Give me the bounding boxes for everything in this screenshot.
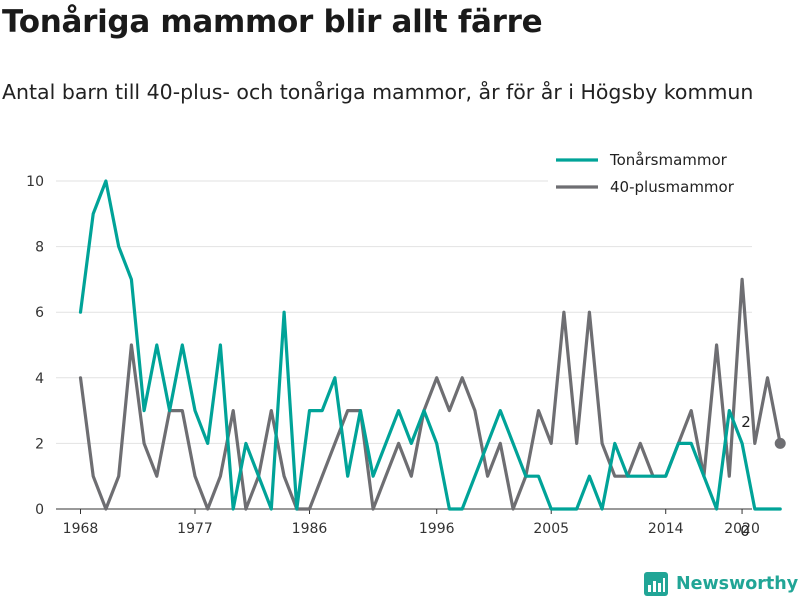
x-tick-label: 1977 — [177, 521, 213, 537]
y-tick-label: 4 — [35, 371, 44, 387]
legend-background — [548, 146, 766, 204]
x-tick-label: 2014 — [648, 521, 684, 537]
gridlines — [56, 180, 752, 444]
series-line-40-plusmammor — [78, 277, 782, 511]
y-tick-label: 8 — [35, 240, 44, 256]
x-tick-label: 1968 — [63, 521, 99, 537]
y-tick-label: 0 — [35, 502, 44, 518]
x-axis: 1968 1977 1986 1996 2005 2014 2020 — [56, 508, 760, 537]
y-tick-label: 10 — [26, 174, 44, 190]
newsworthy-logo: Newsworthy — [644, 570, 798, 598]
end-point-marker — [774, 437, 786, 449]
series-line-tonarsmammor — [78, 179, 782, 511]
bar-chart-logo-icon — [644, 572, 668, 596]
end-labels: 20 — [740, 413, 751, 540]
x-tick-label: 2005 — [533, 521, 569, 537]
legend: Tonårsmammor 40-plusmammor — [548, 146, 766, 204]
chart-subtitle: Antal barn till 40-plus- och tonåriga ma… — [2, 80, 754, 104]
legend-label: Tonårsmammor — [609, 151, 728, 169]
series-lines — [78, 179, 786, 511]
end-label-40plus: 2 — [741, 413, 751, 431]
x-tick-label: 1986 — [292, 521, 328, 537]
chart-title: Tonåriga mammor blir allt färre — [2, 4, 543, 40]
brand-name: Newsworthy — [676, 574, 799, 594]
y-axis-ticks: 0 2 4 6 8 10 — [26, 174, 44, 518]
x-tick-label: 1996 — [419, 521, 455, 537]
y-tick-label: 6 — [35, 305, 44, 321]
y-tick-label: 2 — [35, 436, 44, 452]
legend-label: 40-plusmammor — [610, 178, 735, 196]
end-label-tonars: 0 — [740, 522, 750, 540]
x-tick-label: 2020 — [724, 521, 760, 537]
